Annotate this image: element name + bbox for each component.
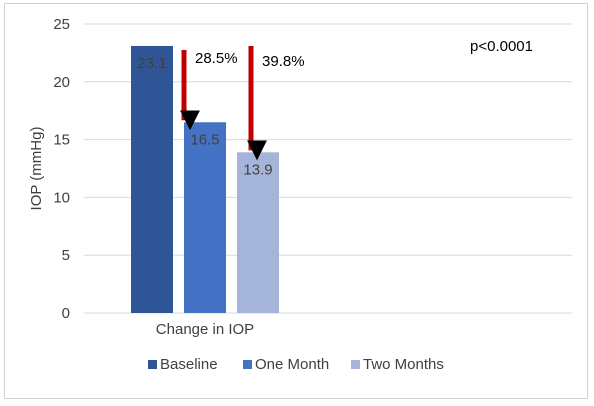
data-label: 23.1 bbox=[137, 55, 166, 72]
y-tick-label: 15 bbox=[53, 132, 70, 149]
legend-swatch-one-month bbox=[243, 360, 252, 369]
legend-label: Baseline bbox=[160, 356, 218, 373]
legend-swatch-two-months bbox=[351, 360, 360, 369]
annotation-p-value: p<0.0001 bbox=[470, 38, 533, 55]
bar-baseline bbox=[131, 45, 173, 314]
y-tick-label: 20 bbox=[53, 74, 70, 91]
annotation-one-month-pct: 28.5% bbox=[195, 50, 238, 67]
x-category-label: Change in IOP bbox=[156, 321, 254, 338]
y-tick-label: 5 bbox=[62, 247, 70, 264]
chart-frame bbox=[4, 3, 588, 399]
annotation-two-months-pct: 39.8% bbox=[262, 53, 305, 70]
bar-one-month bbox=[184, 122, 226, 313]
data-label: 13.9 bbox=[243, 161, 272, 178]
legend-label: Two Months bbox=[363, 356, 444, 373]
data-label: 16.5 bbox=[190, 131, 219, 148]
y-tick-label: 10 bbox=[53, 189, 70, 206]
y-axis-title: IOP (mmHg) bbox=[28, 127, 45, 211]
y-tick-label: 0 bbox=[62, 305, 70, 322]
legend-swatch-baseline bbox=[148, 360, 157, 369]
legend-label: One Month bbox=[255, 356, 329, 373]
bar-two-months bbox=[237, 152, 279, 313]
y-tick-label: 25 bbox=[53, 16, 70, 33]
